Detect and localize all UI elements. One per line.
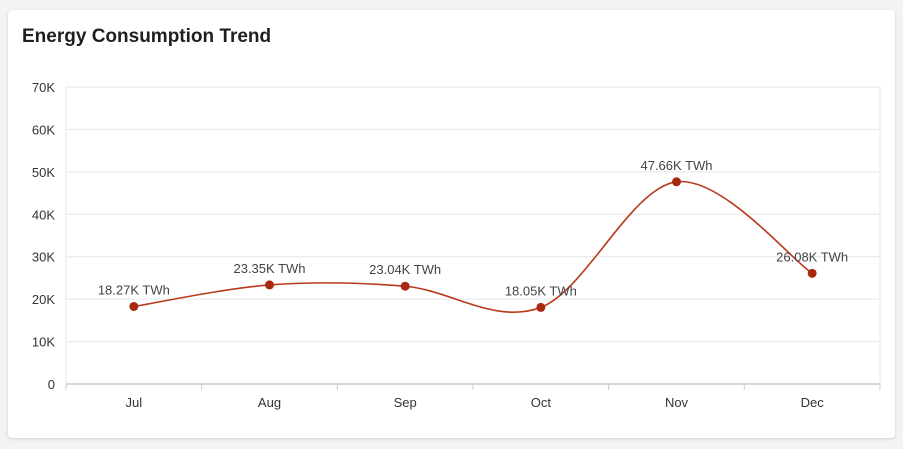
y-tick-label: 30K [32, 250, 55, 265]
x-tick-label: Aug [258, 395, 281, 410]
chart-title: Energy Consumption Trend [22, 26, 272, 47]
x-tick-label: Sep [394, 395, 417, 410]
y-tick-label: 50K [32, 165, 55, 180]
y-tick-label: 60K [32, 122, 55, 137]
data-label: 23.35K TWh [233, 261, 305, 276]
x-tick-label: Dec [801, 395, 825, 410]
y-tick-label: 20K [32, 292, 55, 307]
data-point [672, 177, 681, 187]
chart-card: Energy Consumption Trend [8, 10, 895, 438]
data-label: 47.66K TWh [640, 158, 712, 173]
x-tick-label: Nov [665, 395, 689, 410]
data-point [536, 302, 546, 312]
y-tick-label: 0 [48, 377, 55, 392]
data-point [129, 301, 139, 311]
data-label: 26.08K TWh [776, 249, 848, 264]
x-tick-label: Jul [126, 395, 143, 410]
data-label: 18.27K TWh [98, 282, 170, 297]
y-tick-label: 10K [32, 335, 55, 350]
data-point [265, 280, 274, 290]
data-point [807, 268, 817, 278]
series-line [133, 180, 813, 313]
data-point [400, 281, 410, 291]
data-label: 23.04K TWh [369, 262, 441, 277]
y-tick-label: 40K [32, 207, 55, 222]
x-tick-label: Oct [531, 395, 552, 410]
y-tick-label: 70K [32, 80, 55, 95]
data-label: 18.05K TWh [505, 283, 577, 298]
